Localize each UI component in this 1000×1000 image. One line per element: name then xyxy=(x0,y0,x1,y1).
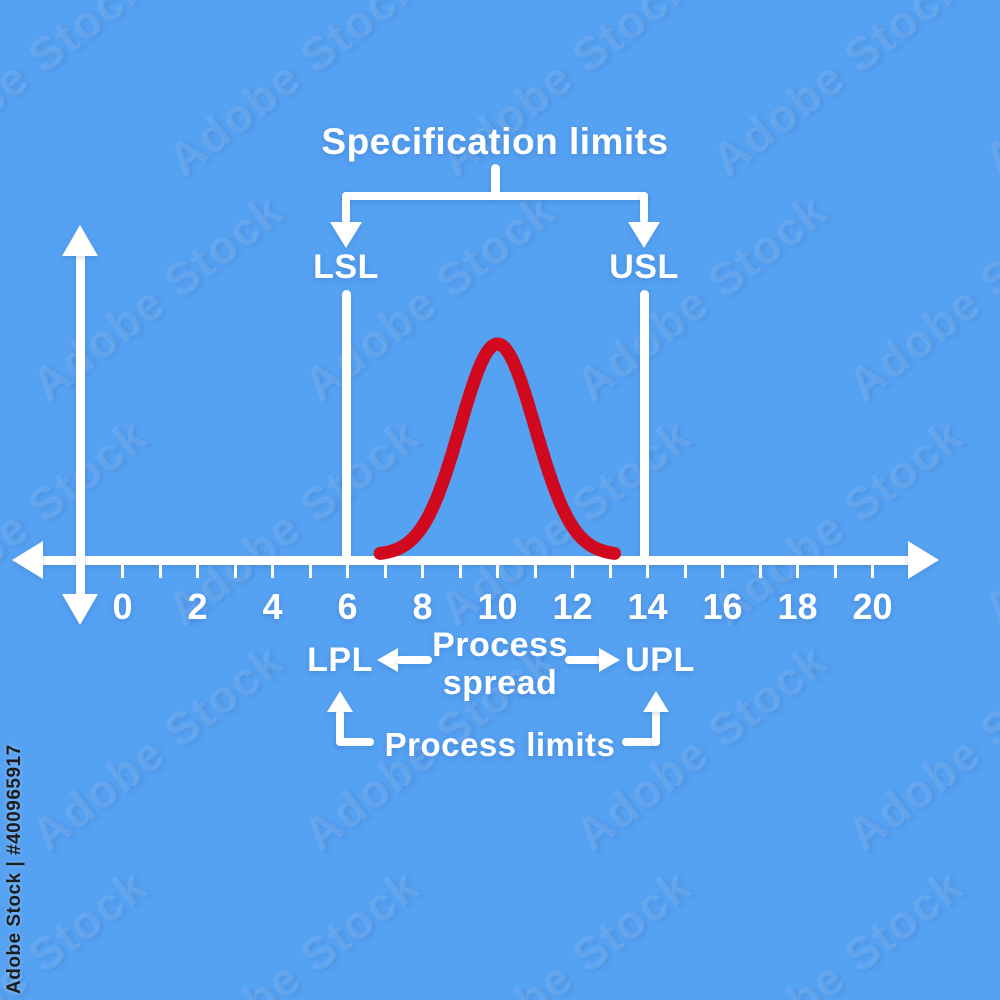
lsl-line xyxy=(342,290,351,562)
y-axis-line xyxy=(76,250,85,600)
axis-tick xyxy=(533,565,537,578)
x-axis-right-arrowhead-icon xyxy=(908,541,939,579)
process-limits-left-arrowhead-icon xyxy=(327,691,353,712)
process-limits-left-shaft xyxy=(336,710,344,746)
axis-tick-label: 10 xyxy=(477,586,518,627)
spread-left-arrowhead-icon xyxy=(377,648,398,672)
axis-tick xyxy=(608,565,612,578)
axis-tick xyxy=(833,565,837,578)
process-spread-label: Process spread xyxy=(400,626,600,702)
bracket-left-shaft xyxy=(342,192,350,224)
axis-tick-label: 8 xyxy=(412,586,433,627)
usl-label: USL xyxy=(609,248,679,286)
x-axis-left-arrowhead-icon xyxy=(12,541,43,579)
axis-tick xyxy=(421,565,424,578)
axis-tick xyxy=(796,565,799,578)
axis-tick xyxy=(121,565,124,578)
process-limits-left-foot xyxy=(336,738,374,746)
axis-tick xyxy=(383,565,387,578)
y-axis-down-arrowhead-icon xyxy=(62,594,98,625)
normal-curve xyxy=(373,337,621,560)
process-limits-right-arrowhead-icon xyxy=(643,691,669,712)
bracket-bar xyxy=(342,192,648,200)
axis-tick xyxy=(683,565,687,578)
process-limits-right-shaft xyxy=(652,710,660,746)
axis-tick xyxy=(871,565,874,578)
axis-tick xyxy=(721,565,724,578)
lsl-label: LSL xyxy=(313,248,379,286)
axis-tick xyxy=(458,565,462,578)
axis-tick xyxy=(196,565,199,578)
axis-tick-label: 2 xyxy=(187,586,208,627)
axis-tick xyxy=(308,565,312,578)
axis-tick xyxy=(346,565,349,578)
title: Specification limits xyxy=(321,121,669,162)
bracket-right-arrowhead-icon xyxy=(628,222,660,248)
axis-tick-label: 4 xyxy=(262,586,283,627)
axis-tick-label: 16 xyxy=(702,586,743,627)
axis-tick xyxy=(233,565,237,578)
spread-right-arrowhead-icon xyxy=(599,648,620,672)
process-limits-right-foot xyxy=(622,738,660,746)
lpl-label: LPL xyxy=(307,641,373,679)
axis-tick-label: 0 xyxy=(112,586,133,627)
x-axis-line xyxy=(38,556,912,565)
axis-tick xyxy=(758,565,762,578)
spread-left-arrow-shaft xyxy=(396,656,432,664)
process-spread-line2: spread xyxy=(442,664,558,702)
usl-line xyxy=(640,290,649,562)
axis-tick-label: 18 xyxy=(777,586,818,627)
axis-tick-label: 20 xyxy=(852,586,893,627)
axis-tick-label: 14 xyxy=(627,586,668,627)
bracket-right-shaft xyxy=(640,192,648,224)
axis-tick xyxy=(646,565,649,578)
stock-attribution: Adobe Stock | #400965917 xyxy=(4,744,25,994)
process-spread-line1: Process xyxy=(432,626,568,664)
axis-tick-label: 6 xyxy=(337,586,358,627)
axis-tick-label: 12 xyxy=(552,586,593,627)
axis-tick xyxy=(496,565,499,578)
y-axis-up-arrowhead-icon xyxy=(62,225,98,256)
upl-label: UPL xyxy=(625,641,695,679)
bracket-left-arrowhead-icon xyxy=(330,222,362,248)
axis-tick xyxy=(158,565,162,578)
bracket-stem xyxy=(491,164,500,198)
axis-tick xyxy=(271,565,274,578)
process-limits-label: Process limits xyxy=(384,726,616,763)
axis-tick xyxy=(571,565,574,578)
spread-right-arrow-shaft xyxy=(565,656,601,664)
